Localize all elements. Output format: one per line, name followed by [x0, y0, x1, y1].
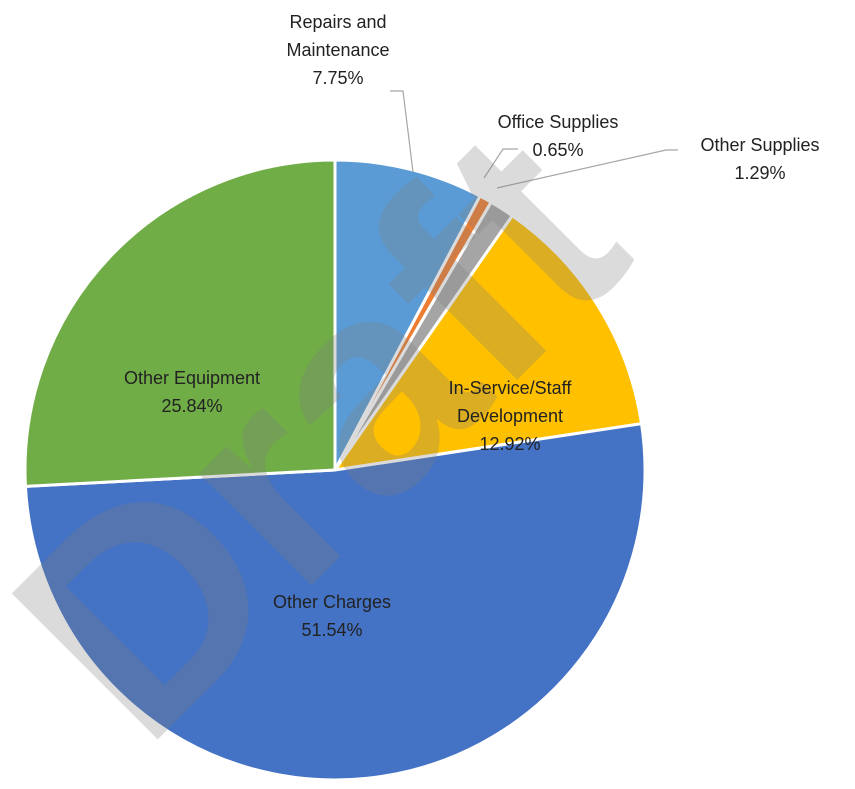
data-label: Repairs and Maintenance 7.75%	[268, 8, 408, 92]
leader-line	[496, 149, 678, 189]
data-label: Other Supplies 1.29%	[660, 131, 855, 187]
category-label: Other Charges	[272, 592, 392, 612]
value-label: 25.84%	[161, 396, 223, 416]
category-label: Other Supplies	[700, 135, 820, 155]
pie	[23, 158, 647, 782]
value-label: 12.92%	[479, 434, 541, 454]
data-label: Other Charges 51.54%	[232, 588, 432, 644]
category-label: Other Equipment	[123, 368, 261, 388]
data-label: Other Equipment 25.84%	[82, 364, 302, 420]
pie-slice	[23, 158, 337, 488]
category-label: Repairs and Maintenance	[286, 12, 390, 60]
value-label: 0.65%	[532, 140, 584, 160]
pie-slice	[333, 158, 482, 472]
data-label: Office Supplies 0.65%	[458, 108, 658, 164]
pie-slice	[333, 214, 644, 472]
category-label: In-Service/Staff Development	[448, 378, 572, 426]
pie-slice	[23, 422, 647, 782]
category-label: Office Supplies	[497, 112, 619, 132]
value-label: 51.54%	[301, 620, 363, 640]
value-label: 1.29%	[734, 163, 786, 183]
leader-line	[390, 90, 414, 173]
leader-line	[483, 148, 518, 179]
value-label: 7.75%	[312, 68, 364, 88]
data-label: In-Service/Staff Development 12.92%	[425, 374, 595, 458]
